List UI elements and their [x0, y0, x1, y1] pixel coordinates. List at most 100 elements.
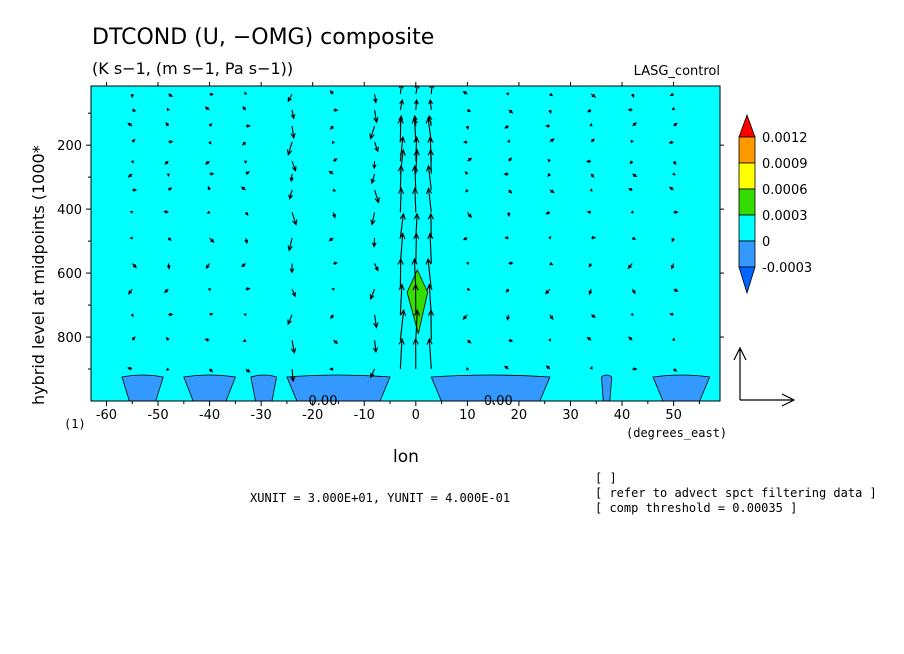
x-tick-label: -20: [302, 408, 323, 423]
colorbar-box: [738, 136, 756, 164]
vector-arrow: [627, 108, 633, 112]
vector-arrow: [505, 288, 510, 293]
vector-arrow: [672, 337, 676, 342]
vector-arrow: [462, 91, 468, 95]
vector-arrow: [399, 98, 405, 111]
vector-arrow: [508, 261, 514, 266]
y-scale-note: (1): [64, 417, 86, 431]
positive-region: [406, 268, 429, 334]
vector-arrow: [504, 236, 509, 240]
vector-arrow: [164, 160, 169, 165]
vector-arrow: [548, 235, 552, 240]
vector-arrow: [429, 86, 435, 95]
vector-arrow: [586, 210, 592, 214]
vector-arrow: [241, 141, 247, 146]
vector-arrow: [209, 368, 213, 373]
vector-arrow: [588, 288, 593, 296]
vector-arrow: [427, 232, 434, 264]
vector-arrow: [462, 314, 468, 320]
vector-arrow: [588, 263, 593, 268]
vector-arrow: [672, 160, 677, 166]
y-axis-label: hybrid level at midpoints (1000*: [29, 145, 48, 405]
vector-arrow: [425, 257, 432, 290]
vector-arrow: [586, 336, 592, 341]
vector-arrow: [127, 173, 133, 178]
colorbar-label: 0.0009: [762, 157, 808, 172]
vector-arrow: [549, 189, 555, 194]
vector-arrow: [425, 164, 433, 190]
vector-arrow: [506, 212, 511, 217]
vector-arrow: [290, 125, 296, 140]
vector-arrow: [244, 160, 248, 164]
vector-arrow: [370, 368, 376, 379]
vector-arrow: [673, 288, 679, 292]
vector-arrow: [669, 312, 674, 317]
vector-arrow: [291, 212, 298, 226]
vector-arrow: [370, 173, 376, 185]
vector-arrow: [413, 148, 420, 174]
vector-arrow: [167, 237, 172, 242]
vector-arrow: [465, 125, 470, 131]
vector-arrow: [330, 314, 334, 320]
vector-arrow: [673, 122, 678, 127]
vector-arrow: [631, 288, 636, 295]
vector-arrow: [467, 339, 472, 344]
vector-arrow: [244, 237, 249, 245]
vector-arrow: [508, 189, 513, 194]
plot-area: 0.00 0.00: [90, 85, 721, 409]
vector-arrow: [591, 235, 597, 240]
vector-arrow: [329, 367, 334, 371]
vector-arrow: [590, 314, 596, 318]
vector-arrow: [166, 173, 170, 178]
vector-arrow: [245, 368, 251, 373]
vector-arrow: [131, 138, 136, 143]
vector-arrow: [466, 261, 470, 265]
vector-arrow: [466, 287, 471, 291]
chart-title: DTCOND (U, −OMG) composite: [92, 25, 434, 50]
vector-arrow: [507, 139, 511, 143]
vector-arrow: [132, 188, 138, 192]
vector-arrow: [413, 232, 420, 264]
vector-arrow: [413, 308, 421, 341]
vector-arrow: [209, 237, 215, 243]
x-tick-label: 40: [614, 408, 631, 423]
vector-arrow: [673, 210, 679, 215]
vector-arrow: [369, 125, 376, 140]
vector-arrow: [168, 140, 174, 144]
vector-arrow: [287, 314, 293, 326]
vector-arrow: [627, 187, 633, 192]
vector-arrow: [412, 337, 419, 370]
vector-arrow: [397, 187, 405, 213]
vector-arrow: [549, 262, 554, 266]
vector-arrow: [631, 93, 635, 98]
vector-arrow: [291, 160, 297, 172]
vector-arrow: [130, 93, 134, 99]
x-tick-label: 50: [665, 408, 682, 423]
vector-arrow: [205, 263, 211, 270]
x-tick-label: -30: [251, 408, 272, 423]
vector-arrow: [413, 135, 420, 162]
vector-arrow: [332, 188, 337, 192]
colorbar-box: [738, 162, 756, 190]
vector-arrow: [467, 157, 473, 162]
x-units-label: (degrees_east): [626, 426, 727, 440]
vector-arrow: [290, 368, 296, 383]
vector-arrow: [129, 236, 134, 240]
vector-arrow: [399, 308, 407, 341]
x-axis: -60 -50 -40 -30 -20 -10 0 10 20 30 40 50: [96, 82, 700, 423]
vector-arrow: [629, 160, 634, 165]
vector-arrow: [165, 367, 170, 371]
vector-arrow: [427, 308, 435, 341]
vector-arrow: [506, 314, 510, 321]
vector-arrow: [127, 122, 133, 127]
colorbar-top-triangle: [738, 113, 756, 138]
negative-region: [183, 374, 236, 401]
vector-arrow: [168, 312, 174, 317]
y-tick-label: 400: [57, 203, 82, 218]
vector-arrow: [630, 312, 634, 316]
vector-arrow: [209, 312, 214, 316]
vector-arrow: [413, 98, 419, 111]
x-tick-label: 0: [412, 408, 420, 423]
vector-arrow: [333, 158, 338, 162]
